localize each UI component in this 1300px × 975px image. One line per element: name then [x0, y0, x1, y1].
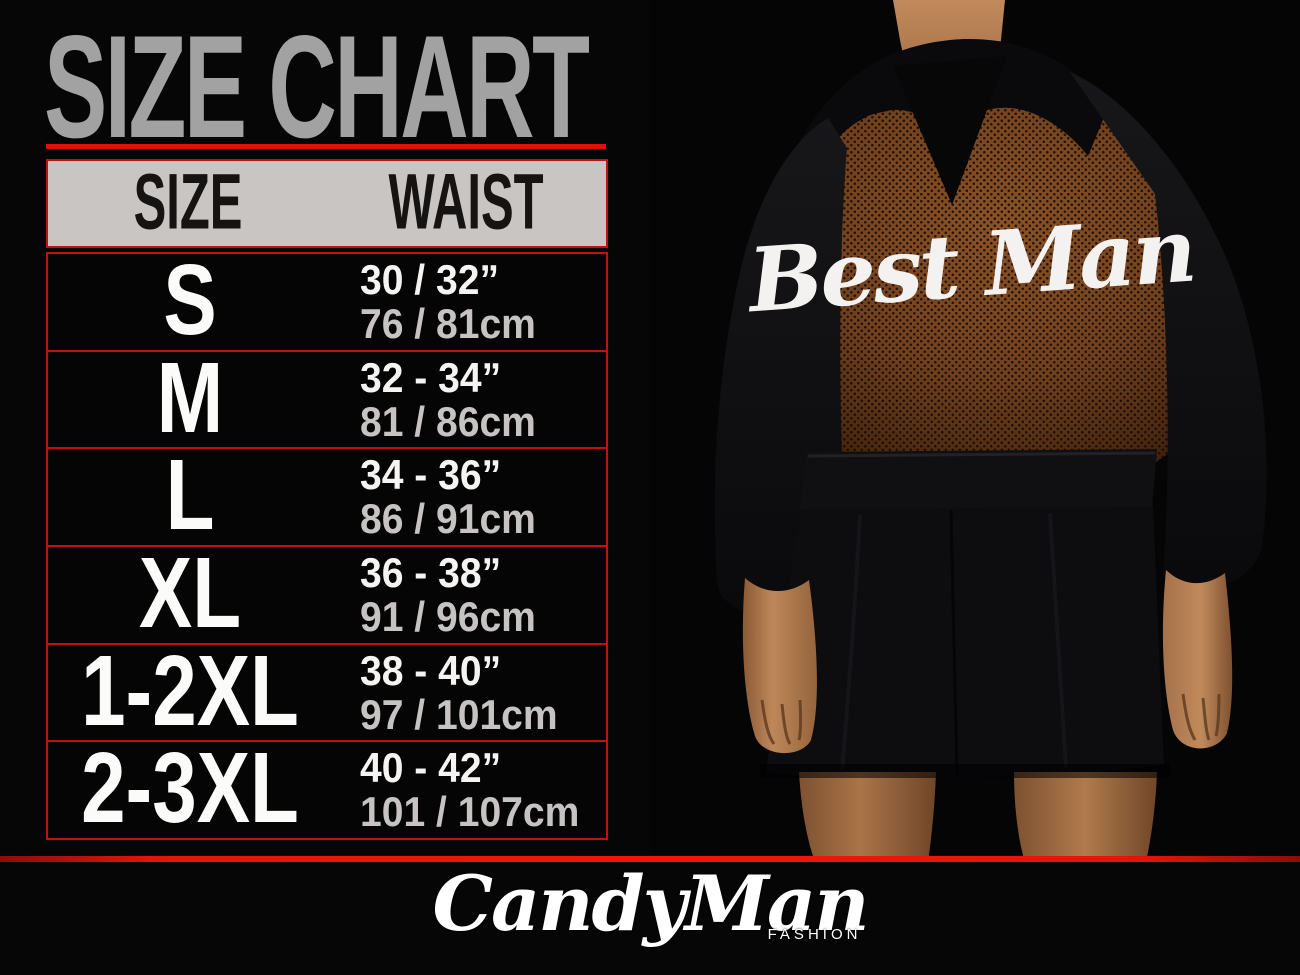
size-table: S 30 / 32” 76 / 81cm M 32 - 34” 81 / 86c… — [46, 250, 608, 840]
waist-cm: 81 / 86cm — [360, 397, 536, 445]
waist-cm: 97 / 101cm — [360, 690, 558, 738]
waist-cm: 101 / 107cm — [360, 788, 580, 836]
skirt-fold — [840, 512, 1068, 771]
table-row: 1-2XL 38 - 40” 97 / 101cm — [48, 641, 606, 743]
brand-logo-wordmark: CandyMan FASHION — [433, 866, 870, 943]
size-label: M — [156, 341, 224, 454]
brand-name: CandyMan — [432, 859, 870, 948]
waist-inches: 30 / 32” — [360, 255, 499, 303]
right-hand-finger-shadows — [1181, 693, 1221, 741]
size-label: S — [163, 243, 217, 356]
size-label: L — [165, 439, 215, 552]
table-row: 2-3XL 40 - 42” 101 / 107cm — [48, 738, 606, 838]
belt-highlight — [807, 451, 1156, 458]
waist-inches: 32 - 34” — [360, 353, 502, 401]
waist-values: 32 - 34” 81 / 86cm — [360, 353, 549, 445]
bottom-red-rule — [0, 856, 1300, 862]
page-title: SIZE CHART — [44, 5, 590, 168]
skirt-seam — [949, 509, 959, 775]
table-header: SIZE WAIST — [46, 159, 608, 248]
column-header-waist: WAIST — [388, 155, 544, 245]
waist-cm: 86 / 91cm — [360, 495, 536, 543]
waist-values: 30 / 32” 76 / 81cm — [360, 255, 549, 347]
hem-shadow — [760, 764, 1170, 778]
table-row: S 30 / 32” 76 / 81cm — [48, 250, 606, 352]
title-underline — [46, 144, 606, 149]
size-label: XL — [138, 536, 242, 649]
right-forearm-hand — [1162, 570, 1233, 749]
table-row: M 32 - 34” 81 / 86cm — [48, 348, 606, 450]
mesh-dot-texture — [771, 76, 1245, 468]
robe-skirt — [766, 507, 1164, 779]
waist-inches: 34 - 36” — [360, 451, 502, 499]
left-forearm-hand — [742, 578, 817, 754]
robe-belt — [800, 449, 1157, 511]
table-row: XL 36 - 38” 91 / 96cm — [48, 543, 606, 645]
waist-cm: 76 / 81cm — [360, 299, 536, 347]
size-label: 1-2XL — [81, 634, 299, 747]
waist-inches: 36 - 38” — [360, 548, 502, 596]
collar-center-fold — [893, 56, 1007, 205]
table-row: L 34 - 36” 86 / 91cm — [48, 445, 606, 548]
waist-cm: 91 / 96cm — [360, 592, 536, 640]
left-thigh — [799, 772, 936, 862]
waist-inches: 40 - 42” — [360, 744, 502, 792]
left-hand-finger-shadows — [760, 699, 803, 745]
brand-logo: CandyMan FASHION — [0, 866, 1300, 944]
waist-values: 40 - 42” 101 / 107cm — [360, 746, 596, 834]
brand-sub-label: FASHION — [767, 926, 862, 943]
waist-values: 34 - 36” 86 / 91cm — [360, 453, 549, 541]
right-sleeve — [1070, 72, 1267, 589]
waist-values: 36 - 38” 91 / 96cm — [360, 548, 549, 640]
waist-inches: 38 - 40” — [360, 646, 502, 694]
size-label: 2-3XL — [81, 732, 299, 845]
right-thigh — [1014, 772, 1157, 862]
waist-values: 38 - 40” 97 / 101cm — [360, 646, 573, 738]
product-photo-best-man-robe: Best Man — [650, 0, 1300, 862]
column-header-size: SIZE — [133, 155, 243, 245]
